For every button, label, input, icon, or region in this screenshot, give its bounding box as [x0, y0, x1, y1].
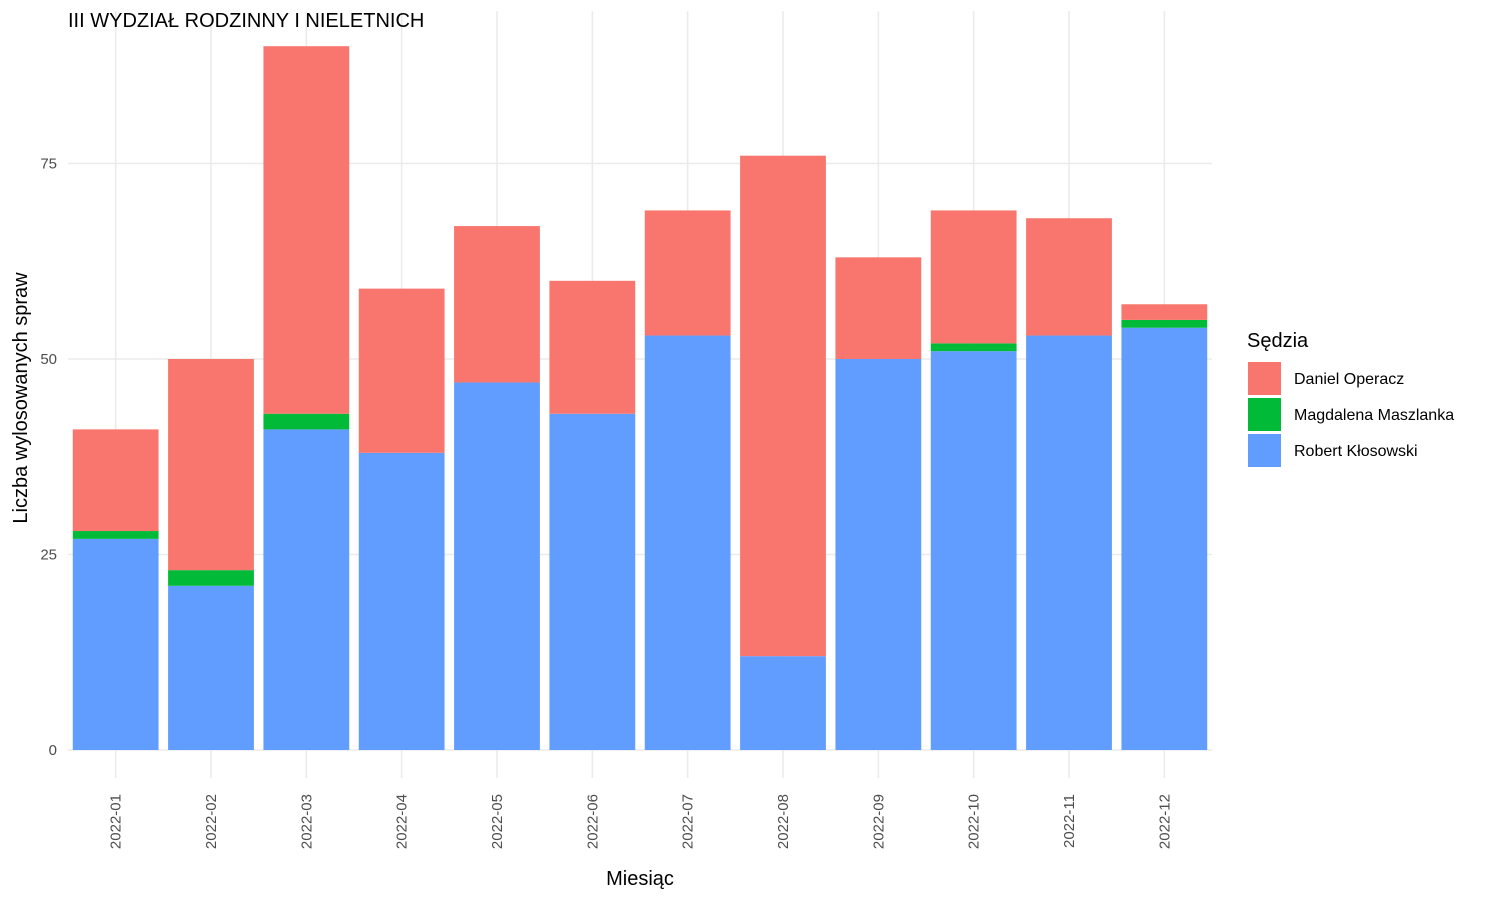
- bar-segment: [930, 351, 1017, 750]
- bar-segment: [1121, 327, 1208, 750]
- bar-segment: [1121, 304, 1208, 320]
- bar-segment: [549, 280, 636, 414]
- x-tick-label: 2022-11: [1061, 794, 1078, 848]
- y-tick-label: 25: [40, 547, 57, 564]
- legend-label: Magdalena Maszlanka: [1294, 407, 1454, 424]
- bar-segment: [644, 335, 731, 750]
- x-tick-label: 2022-07: [680, 794, 697, 849]
- x-tick-label: 2022-01: [108, 794, 125, 849]
- bar-segment: [263, 413, 350, 430]
- bar-segment: [740, 155, 826, 657]
- bar-segment: [454, 382, 540, 750]
- x-tick-label: 2022-10: [966, 794, 983, 849]
- bar-segment: [1026, 335, 1112, 750]
- legend-swatch: [1248, 434, 1281, 467]
- bar-segment: [835, 359, 922, 750]
- bar-segment: [930, 210, 1017, 344]
- x-tick-label: 2022-03: [298, 794, 315, 849]
- bar-segment: [263, 429, 350, 750]
- bar-segment: [549, 413, 636, 750]
- legend-label: Daniel Operacz: [1294, 371, 1404, 388]
- x-tick-label: 2022-08: [775, 794, 792, 849]
- bar-segment: [740, 656, 826, 750]
- bar-segment: [454, 226, 540, 383]
- legend-items: Daniel Operacz Magdalena Maszlanka Robert …: [1248, 362, 1454, 467]
- bar-segment: [930, 343, 1017, 352]
- legend: Sędzia Daniel Operacz Magdalena Maszlanka…: [1247, 330, 1454, 467]
- legend-title: Sędzia: [1247, 330, 1309, 352]
- x-tick-label: 2022-04: [394, 794, 411, 849]
- bars: [72, 46, 1208, 750]
- bar-segment: [835, 257, 922, 359]
- x-tick-label: 2022-05: [489, 794, 506, 849]
- bar-segment: [72, 538, 159, 750]
- y-tick-label: 75: [40, 156, 57, 173]
- bar-segment: [168, 359, 254, 571]
- bar-segment: [263, 46, 350, 414]
- y-tick-label: 50: [40, 351, 57, 368]
- bar-segment: [1026, 218, 1112, 336]
- y-axis-ticks: 0 25 50 75: [40, 156, 57, 760]
- bar-segment: [1121, 319, 1208, 328]
- legend-swatch: [1248, 398, 1281, 431]
- chart-title: III WYDZIAŁ RODZINNY I NIELETNICH: [68, 10, 424, 32]
- bar-segment: [168, 570, 254, 586]
- bar-segment: [168, 585, 254, 750]
- y-axis-title: Liczba wylosowanych spraw: [10, 272, 32, 524]
- bar-segment: [358, 288, 445, 453]
- bar-segment: [72, 429, 159, 532]
- legend-swatch: [1248, 362, 1281, 395]
- x-tick-label: 2022-06: [584, 794, 601, 849]
- bar-segment: [72, 531, 159, 539]
- legend-label: Robert Kłosowski: [1294, 443, 1418, 460]
- x-tick-label: 2022-12: [1156, 794, 1173, 849]
- x-axis-ticks: 2022-01 2022-02 2022-03 2022-04 2022-05 2022-…: [108, 794, 1174, 849]
- y-tick-label: 0: [49, 742, 57, 759]
- x-tick-label: 2022-09: [870, 794, 887, 849]
- bar-segment: [358, 452, 445, 750]
- x-tick-label: 2022-02: [203, 794, 220, 849]
- x-axis-title: Miesiąc: [606, 868, 674, 890]
- bar-segment: [644, 210, 731, 336]
